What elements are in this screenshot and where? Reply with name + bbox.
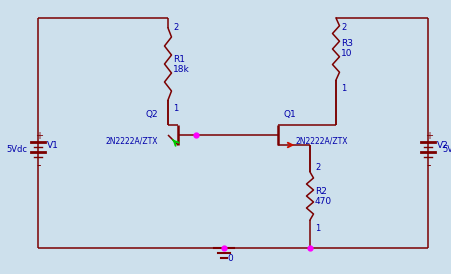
Text: V1: V1 [47, 141, 59, 150]
Text: 470: 470 [315, 196, 332, 206]
Text: 1: 1 [315, 224, 320, 233]
Text: Q2: Q2 [146, 110, 159, 119]
Text: 1: 1 [341, 84, 346, 93]
Text: +: + [35, 131, 43, 141]
Text: 1: 1 [173, 104, 178, 113]
Text: R1: R1 [173, 55, 185, 64]
Text: -: - [37, 159, 41, 173]
Text: Q1: Q1 [284, 110, 297, 119]
Text: 5Vdc: 5Vdc [6, 145, 27, 155]
Text: V2: V2 [437, 141, 449, 150]
Text: 2: 2 [315, 163, 320, 172]
Text: +: + [425, 131, 433, 141]
Text: 18k: 18k [173, 64, 190, 73]
Text: 0: 0 [227, 254, 233, 263]
Text: R2: R2 [315, 187, 327, 196]
Text: R3: R3 [341, 39, 353, 48]
Text: 2: 2 [341, 23, 346, 32]
Text: 10: 10 [341, 50, 353, 59]
Text: 5Vdc: 5Vdc [442, 145, 451, 155]
Text: 2N2222A/ZTX: 2N2222A/ZTX [296, 137, 349, 146]
Text: 2N2222A/ZTX: 2N2222A/ZTX [106, 136, 158, 145]
Text: -: - [427, 159, 431, 173]
Text: 2: 2 [173, 23, 178, 32]
